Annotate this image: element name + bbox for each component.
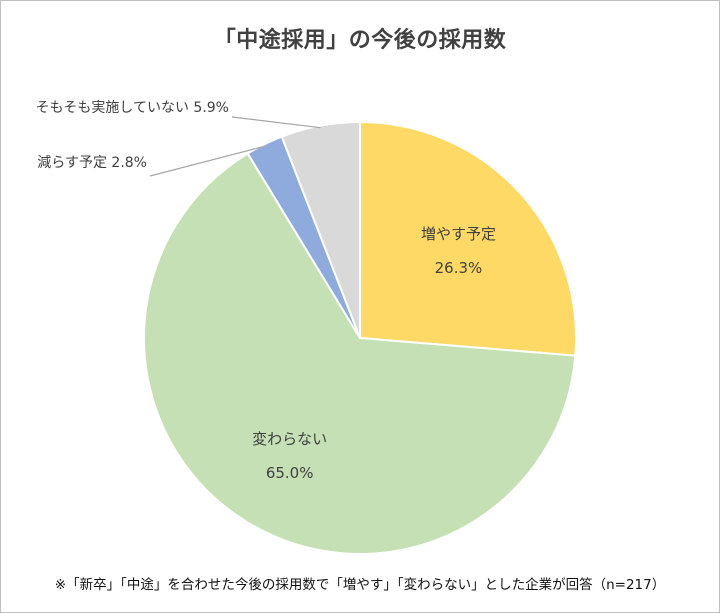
slice-label-outside: そもそも実施していない 5.9%	[36, 100, 229, 116]
slice-1	[359, 120, 577, 357]
slice-label-category: 変わらない	[252, 430, 327, 448]
slice-label-value: 26.3%	[435, 259, 483, 277]
slice-labels: 増やす予定 26.3% 変わらない 65.0% 減らす予定 2.8% そもそも実施していな…	[36, 100, 496, 482]
pie-slices	[143, 120, 577, 555]
slice-label-outside: 減らす予定 2.8%	[37, 154, 147, 171]
leader-line	[231, 116, 321, 129]
chart-title: 「中途採用」の今後の採用数	[213, 28, 507, 53]
slice-label-value: 65.0%	[266, 464, 314, 482]
leader-lines	[149, 116, 321, 177]
slice-2	[143, 152, 577, 555]
footnote: ※「新卒」「中途」を合わせた今後の採用数で「増やす」「変わらない」とした企業が回…	[54, 577, 666, 593]
leader-line	[149, 145, 266, 177]
slice-4	[280, 120, 361, 339]
slice-label-category: 増やす予定	[421, 225, 496, 243]
